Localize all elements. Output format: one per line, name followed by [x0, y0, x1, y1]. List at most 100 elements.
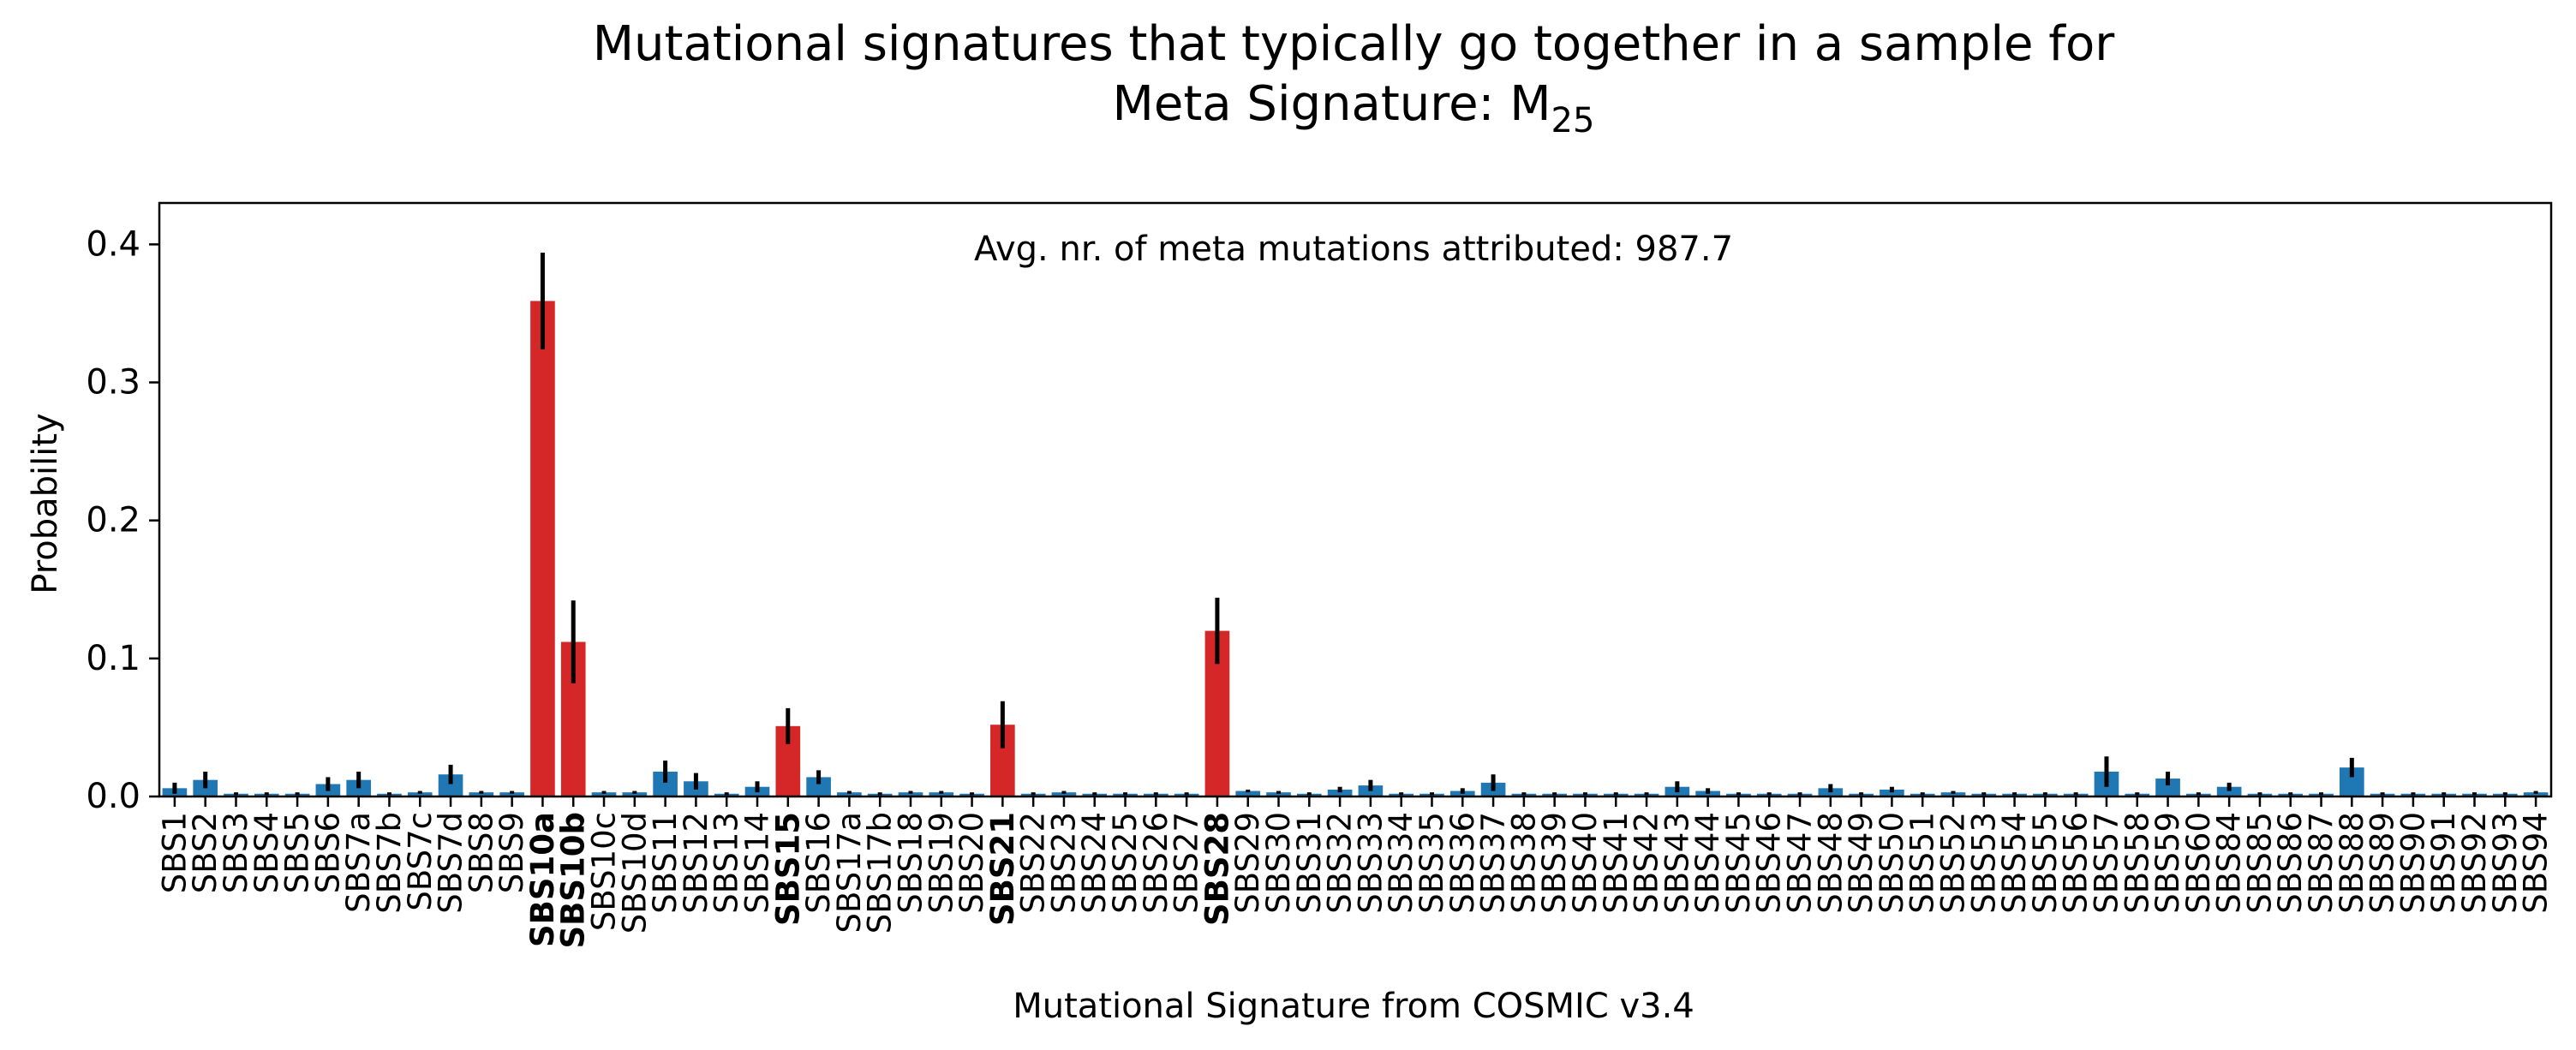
x-tick-label-SBS41: SBS41 — [1598, 812, 1635, 914]
x-tick-label-SBS92: SBS92 — [2456, 812, 2493, 914]
x-tick-label-SBS7b: SBS7b — [371, 812, 408, 914]
bar-SBS48 — [1818, 788, 1844, 796]
x-tick-label-SBS18: SBS18 — [892, 812, 929, 914]
x-tick-label-SBS29: SBS29 — [1229, 812, 1266, 914]
x-tick-label-SBS85: SBS85 — [2241, 812, 2278, 914]
y-tick-label-0: 0.0 — [86, 777, 140, 816]
y-tick-label-3: 0.3 — [86, 363, 140, 403]
x-tick-label-SBS34: SBS34 — [1383, 812, 1419, 914]
x-tick-label-SBS26: SBS26 — [1138, 812, 1174, 914]
x-tick-label-SBS43: SBS43 — [1659, 812, 1695, 914]
annotation-text: Avg. nr. of meta mutations attributed: 9… — [974, 230, 1733, 269]
x-axis-label: Mutational Signature from COSMIC v3.4 — [1013, 987, 1694, 1026]
x-tick-label-SBS17b: SBS17b — [862, 812, 899, 934]
x-tick-label-SBS49: SBS49 — [1843, 812, 1880, 914]
x-tick-label-SBS91: SBS91 — [2425, 812, 2462, 914]
x-tick-label-SBS30: SBS30 — [1260, 812, 1297, 914]
x-tick-label-SBS10d: SBS10d — [616, 812, 653, 934]
chart-title-line1: Mutational signatures that typically go … — [593, 16, 2116, 72]
x-tick-label-SBS2: SBS2 — [187, 812, 224, 893]
x-tick-label-SBS93: SBS93 — [2487, 812, 2524, 914]
x-tick-label-SBS4: SBS4 — [248, 812, 285, 893]
x-tick-label-SBS90: SBS90 — [2394, 812, 2431, 914]
x-tick-label-SBS10a: SBS10a — [524, 812, 561, 947]
x-tick-label-SBS17a: SBS17a — [831, 812, 868, 933]
x-tick-label-SBS44: SBS44 — [1689, 812, 1726, 914]
bar-SBS16 — [806, 777, 831, 796]
x-tick-label-SBS35: SBS35 — [1414, 812, 1450, 914]
x-tick-label-SBS7a: SBS7a — [340, 812, 377, 913]
bar-SBS8 — [469, 792, 494, 796]
bar-SBS84 — [2216, 786, 2242, 796]
x-tick-label-SBS11: SBS11 — [647, 812, 684, 914]
bar-SBS10d — [622, 792, 648, 796]
x-tick-label-SBS20: SBS20 — [953, 812, 990, 914]
x-tick-label-SBS28: SBS28 — [1198, 812, 1235, 926]
bar-SBS50 — [1880, 789, 1904, 796]
x-tick-label-SBS57: SBS57 — [2088, 812, 2125, 914]
x-tick-label-SBS50: SBS50 — [1874, 812, 1910, 914]
bar-SBS32 — [1327, 789, 1353, 796]
x-tick-label-SBS15: SBS15 — [769, 812, 806, 926]
x-tick-label-SBS7d: SBS7d — [433, 812, 469, 914]
chart-title-subscript: 25 — [1551, 101, 1595, 140]
x-tick-label-SBS23: SBS23 — [1045, 812, 1082, 914]
x-tick-label-SBS48: SBS48 — [1812, 812, 1849, 914]
x-tick-label-SBS38: SBS38 — [1505, 812, 1542, 914]
x-tick-label-SBS39: SBS39 — [1536, 812, 1573, 914]
x-tick-label-SBS27: SBS27 — [1168, 812, 1205, 914]
x-tick-label-SBS46: SBS46 — [1751, 812, 1788, 914]
chart-title-prefix: Meta Signature: M — [1113, 76, 1551, 132]
x-tick-label-SBS36: SBS36 — [1444, 812, 1481, 914]
x-tick-label-SBS37: SBS37 — [1475, 812, 1512, 914]
bar-SBS94 — [2523, 792, 2549, 796]
x-tick-label-SBS55: SBS55 — [2027, 812, 2064, 914]
y-axis-label: Probability — [26, 413, 65, 594]
bar-SBS30 — [1266, 792, 1291, 796]
y-tick-label-2: 0.2 — [86, 501, 140, 540]
x-tick-label-SBS84: SBS84 — [2211, 812, 2248, 914]
x-tick-label-SBS94: SBS94 — [2518, 812, 2555, 914]
bar-SBS9 — [499, 792, 524, 796]
x-tick-label-SBS14: SBS14 — [739, 812, 776, 914]
x-tick-label-SBS89: SBS89 — [2364, 812, 2401, 914]
x-tick-label-SBS32: SBS32 — [1322, 812, 1359, 914]
x-tick-label-SBS21: SBS21 — [984, 812, 1021, 926]
x-tick-label-SBS51: SBS51 — [1904, 812, 1941, 914]
x-tick-label-SBS7c: SBS7c — [402, 812, 439, 911]
x-tick-label-SBS33: SBS33 — [1352, 812, 1389, 914]
bar-SBS10c — [591, 792, 617, 796]
x-tick-label-SBS59: SBS59 — [2149, 812, 2186, 914]
x-tick-label-SBS88: SBS88 — [2334, 812, 2370, 914]
x-tick-label-SBS12: SBS12 — [678, 812, 714, 914]
bar-SBS19 — [929, 792, 954, 796]
x-tick-label-SBS16: SBS16 — [800, 812, 837, 914]
bar-SBS17a — [837, 792, 862, 796]
bar-SBS23 — [1051, 792, 1077, 796]
x-tick-label-SBS8: SBS8 — [463, 812, 499, 893]
bar-SBS29 — [1235, 790, 1261, 796]
bar-SBS10a — [530, 301, 555, 797]
y-tick-label-4: 0.4 — [86, 224, 140, 264]
x-tick-label-SBS19: SBS19 — [923, 812, 959, 914]
x-tick-label-SBS10c: SBS10c — [586, 812, 623, 931]
x-tick-label-SBS31: SBS31 — [1291, 812, 1328, 914]
x-tick-label-SBS87: SBS87 — [2303, 812, 2340, 914]
x-tick-label-SBS56: SBS56 — [2058, 812, 2095, 914]
x-tick-label-SBS24: SBS24 — [1076, 812, 1113, 914]
x-tick-label-SBS42: SBS42 — [1629, 812, 1665, 914]
x-tick-label-SBS54: SBS54 — [1996, 812, 2033, 914]
x-tick-label-SBS9: SBS9 — [493, 812, 530, 893]
x-tick-label-SBS47: SBS47 — [1782, 812, 1819, 914]
x-tick-label-SBS13: SBS13 — [708, 812, 745, 914]
bar-SBS18 — [898, 792, 923, 796]
x-tick-label-SBS6: SBS6 — [309, 812, 346, 893]
x-tick-label-SBS45: SBS45 — [1720, 812, 1757, 914]
bar-SBS7c — [407, 792, 433, 796]
x-tick-label-SBS40: SBS40 — [1567, 812, 1604, 914]
x-tick-label-SBS53: SBS53 — [1965, 812, 2002, 914]
bar-SBS52 — [1940, 792, 1966, 796]
x-tick-label-SBS1: SBS1 — [156, 812, 193, 893]
x-tick-label-SBS58: SBS58 — [2119, 812, 2155, 914]
